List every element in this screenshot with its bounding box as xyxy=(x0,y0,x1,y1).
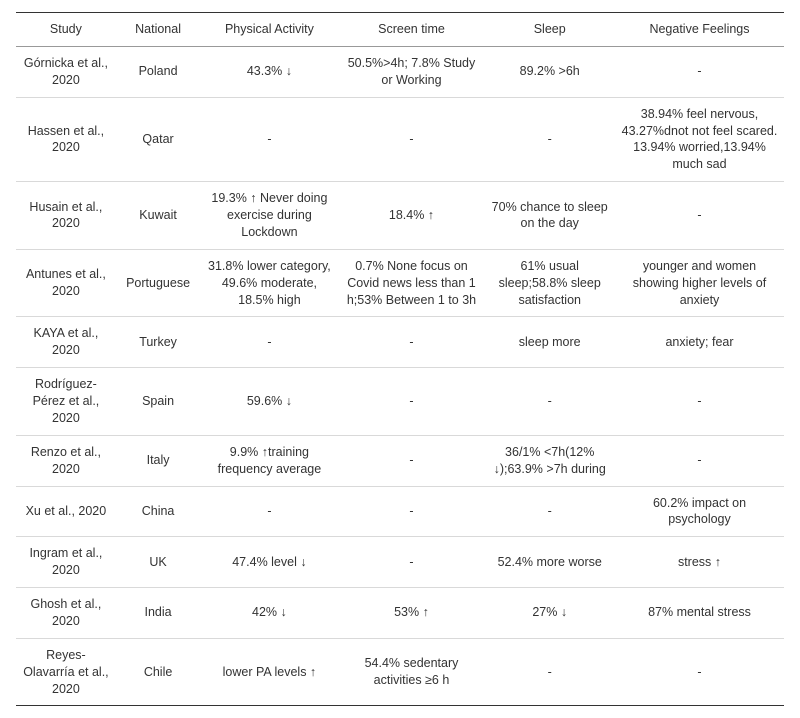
cell-neg: - xyxy=(615,638,784,706)
cell-national: Spain xyxy=(116,368,200,436)
cell-study: Górnicka et al., 2020 xyxy=(16,46,116,97)
cell-sleep: 70% chance to sleep on the day xyxy=(484,182,615,250)
cell-screen: - xyxy=(339,486,485,537)
table-row: Ingram et al., 2020UK47.4% level ↓-52.4%… xyxy=(16,537,784,588)
cell-national: Kuwait xyxy=(116,182,200,250)
table-row: Ghosh et al., 2020India42% ↓53% ↑27% ↓87… xyxy=(16,588,784,639)
cell-sleep: - xyxy=(484,486,615,537)
cell-national: UK xyxy=(116,537,200,588)
col-study: Study xyxy=(16,13,116,47)
cell-study: Hassen et al., 2020 xyxy=(16,97,116,182)
col-sleep: Sleep xyxy=(484,13,615,47)
cell-national: Portuguese xyxy=(116,249,200,317)
cell-screen: 53% ↑ xyxy=(339,588,485,639)
table-body: Górnicka et al., 2020Poland43.3% ↓50.5%>… xyxy=(16,46,784,706)
cell-sleep: - xyxy=(484,638,615,706)
studies-table: Study National Physical Activity Screen … xyxy=(16,12,784,706)
cell-screen: - xyxy=(339,435,485,486)
cell-screen: - xyxy=(339,97,485,182)
table-row: Xu et al., 2020China---60.2% impact on p… xyxy=(16,486,784,537)
cell-screen: 18.4% ↑ xyxy=(339,182,485,250)
cell-sleep: 61% usual sleep;58.8% sleep satisfaction xyxy=(484,249,615,317)
cell-neg: stress ↑ xyxy=(615,537,784,588)
cell-screen: - xyxy=(339,368,485,436)
cell-screen: 50.5%>4h; 7.8% Study or Working xyxy=(339,46,485,97)
cell-neg: - xyxy=(615,368,784,436)
cell-screen: 0.7% None focus on Covid news less than … xyxy=(339,249,485,317)
cell-study: Reyes-Olavarría et al., 2020 xyxy=(16,638,116,706)
col-screen: Screen time xyxy=(339,13,485,47)
cell-sleep: sleep more xyxy=(484,317,615,368)
cell-neg: 38.94% feel nervous, 43.27%dnot not feel… xyxy=(615,97,784,182)
col-neg: Negative Feelings xyxy=(615,13,784,47)
cell-pa: - xyxy=(200,317,338,368)
cell-sleep: 27% ↓ xyxy=(484,588,615,639)
cell-pa: - xyxy=(200,486,338,537)
cell-pa: 42% ↓ xyxy=(200,588,338,639)
table-row: Górnicka et al., 2020Poland43.3% ↓50.5%>… xyxy=(16,46,784,97)
cell-sleep: - xyxy=(484,97,615,182)
cell-pa: 47.4% level ↓ xyxy=(200,537,338,588)
cell-study: Husain et al., 2020 xyxy=(16,182,116,250)
cell-study: Rodríguez-Pérez et al., 2020 xyxy=(16,368,116,436)
cell-sleep: 52.4% more worse xyxy=(484,537,615,588)
table-row: Antunes et al., 2020Portuguese31.8% lowe… xyxy=(16,249,784,317)
cell-pa: 59.6% ↓ xyxy=(200,368,338,436)
cell-study: Renzo et al., 2020 xyxy=(16,435,116,486)
cell-neg: anxiety; fear xyxy=(615,317,784,368)
table-row: Renzo et al., 2020Italy9.9% ↑training fr… xyxy=(16,435,784,486)
cell-study: Antunes et al., 2020 xyxy=(16,249,116,317)
cell-national: Poland xyxy=(116,46,200,97)
cell-national: China xyxy=(116,486,200,537)
cell-pa: 31.8% lower category, 49.6% moderate, 18… xyxy=(200,249,338,317)
cell-sleep: 36/1% <7h(12% ↓);63.9% >7h during xyxy=(484,435,615,486)
table-header-row: Study National Physical Activity Screen … xyxy=(16,13,784,47)
cell-sleep: - xyxy=(484,368,615,436)
col-pa: Physical Activity xyxy=(200,13,338,47)
cell-screen: - xyxy=(339,317,485,368)
cell-neg: 60.2% impact on psychology xyxy=(615,486,784,537)
table-row: Rodríguez-Pérez et al., 2020Spain59.6% ↓… xyxy=(16,368,784,436)
cell-study: Xu et al., 2020 xyxy=(16,486,116,537)
table-row: Husain et al., 2020Kuwait19.3% ↑ Never d… xyxy=(16,182,784,250)
cell-sleep: 89.2% >6h xyxy=(484,46,615,97)
cell-pa: - xyxy=(200,97,338,182)
cell-pa: lower PA levels ↑ xyxy=(200,638,338,706)
cell-neg: - xyxy=(615,435,784,486)
cell-neg: - xyxy=(615,182,784,250)
cell-pa: 9.9% ↑training frequency average xyxy=(200,435,338,486)
cell-neg: younger and women showing higher levels … xyxy=(615,249,784,317)
cell-study: KAYA et al., 2020 xyxy=(16,317,116,368)
cell-study: Ingram et al., 2020 xyxy=(16,537,116,588)
col-national: National xyxy=(116,13,200,47)
cell-screen: - xyxy=(339,537,485,588)
cell-national: Italy xyxy=(116,435,200,486)
cell-national: Qatar xyxy=(116,97,200,182)
table-row: Hassen et al., 2020Qatar---38.94% feel n… xyxy=(16,97,784,182)
cell-pa: 19.3% ↑ Never doing exercise during Lock… xyxy=(200,182,338,250)
table-row: Reyes-Olavarría et al., 2020Chilelower P… xyxy=(16,638,784,706)
cell-national: Chile xyxy=(116,638,200,706)
cell-national: Turkey xyxy=(116,317,200,368)
table-row: KAYA et al., 2020Turkey--sleep moreanxie… xyxy=(16,317,784,368)
cell-study: Ghosh et al., 2020 xyxy=(16,588,116,639)
cell-pa: 43.3% ↓ xyxy=(200,46,338,97)
cell-neg: - xyxy=(615,46,784,97)
cell-national: India xyxy=(116,588,200,639)
cell-neg: 87% mental stress xyxy=(615,588,784,639)
cell-screen: 54.4% sedentary activities ≥6 h xyxy=(339,638,485,706)
